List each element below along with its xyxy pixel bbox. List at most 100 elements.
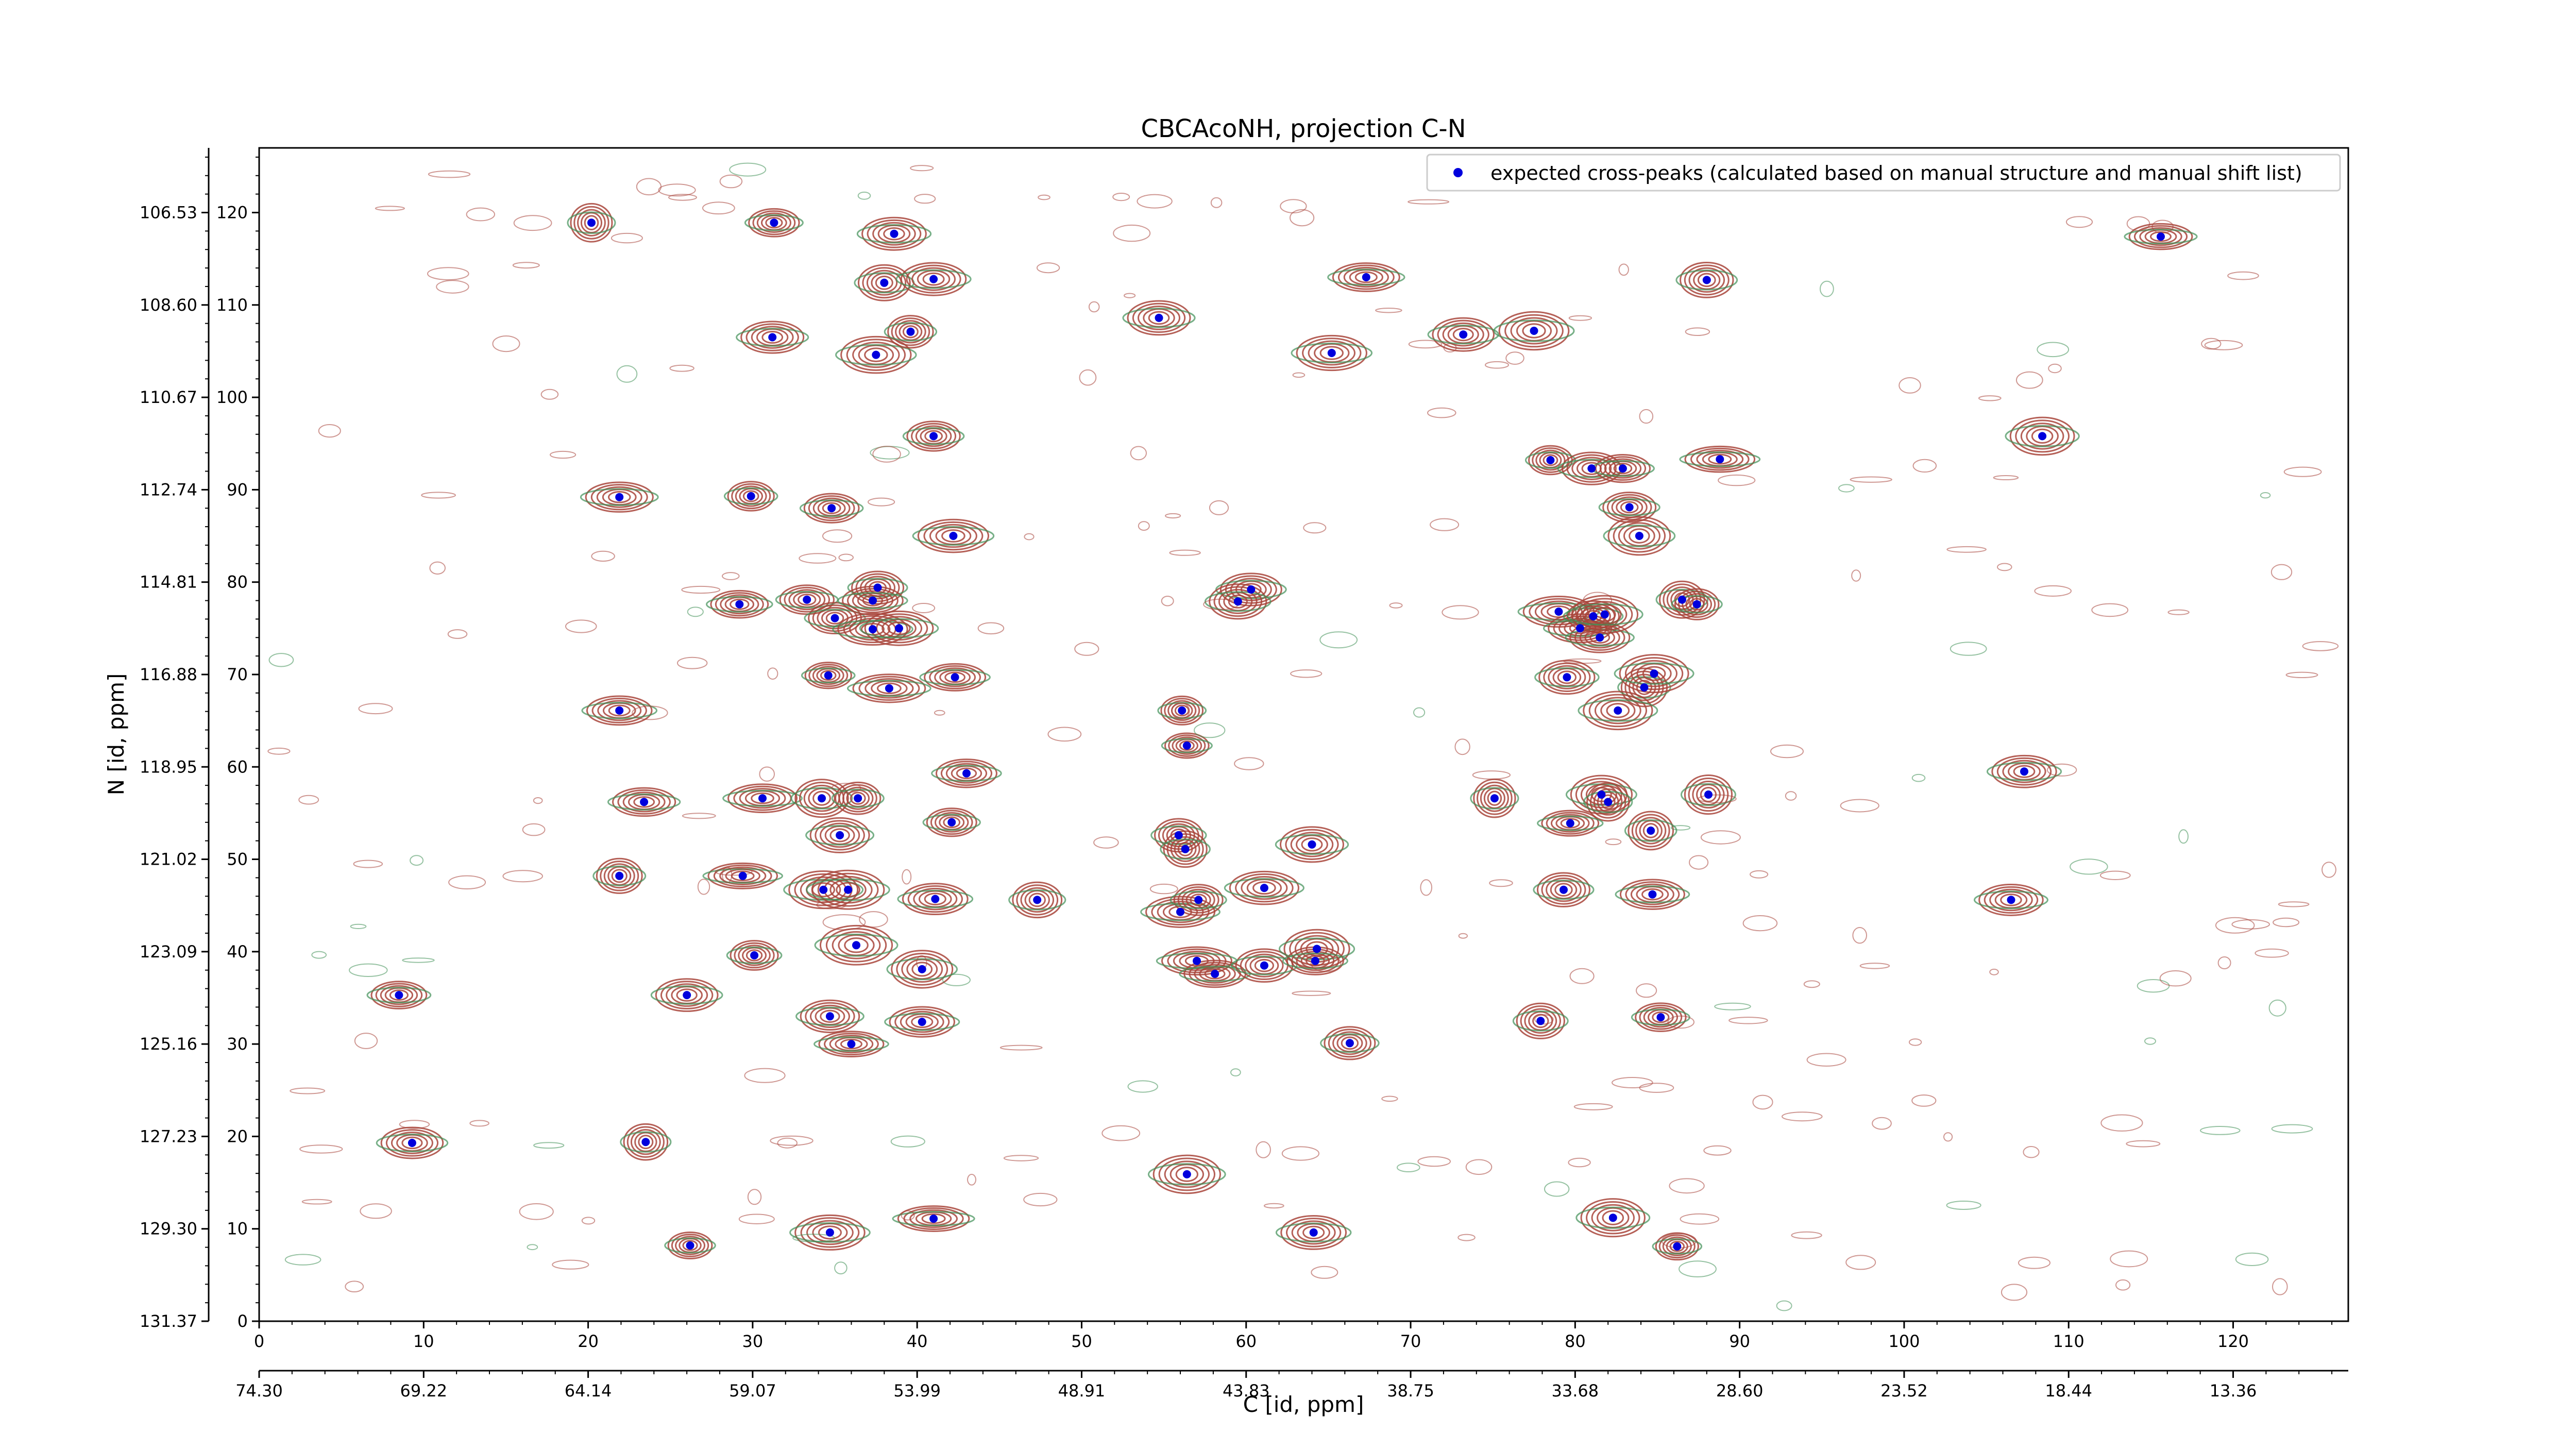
noise-contour (1079, 369, 1097, 386)
noise-contour (636, 178, 662, 196)
contour-ring (1179, 740, 1195, 751)
contour-ring (876, 682, 902, 695)
noise-contour (1689, 855, 1709, 870)
contour-ring (1177, 886, 1219, 914)
contour-ring-negative (706, 596, 773, 613)
contour-ring (1324, 1026, 1376, 1060)
contour-ring (719, 866, 767, 886)
peak-marker (895, 624, 903, 633)
peak-marker (1181, 845, 1190, 853)
peak-marker (1233, 597, 1242, 606)
noise-contour (2126, 216, 2150, 231)
contour-ring (1328, 1029, 1372, 1058)
contour-ring (829, 828, 850, 843)
x-tick-label: 70 (1400, 1332, 1421, 1351)
contour-ring (1163, 830, 1208, 868)
contour-ring (1602, 1210, 1624, 1225)
noise-contour (1234, 757, 1264, 770)
contour-ring (603, 863, 635, 889)
noise-contour (1997, 563, 2012, 571)
peak-marker (1178, 706, 1187, 715)
contour-ring (1613, 463, 1633, 475)
noise-contour (1290, 669, 1323, 678)
contour-ring-negative (1537, 815, 1604, 831)
noise-contour (2272, 1278, 2288, 1295)
peak-marker (683, 991, 691, 1000)
contour-ring (1161, 946, 1232, 976)
noise-contour (429, 561, 446, 575)
contour-ring (909, 1209, 958, 1228)
contour-ring (902, 325, 919, 339)
noise-contour (550, 450, 577, 459)
contour-ring-negative (931, 765, 1002, 782)
y-tick-label: 110 (216, 295, 248, 315)
noise-contour (1420, 879, 1432, 896)
x-tick-label: 0 (254, 1332, 264, 1351)
noise-contour (345, 1280, 364, 1292)
peak-marker (1182, 1170, 1191, 1178)
noise-contour (1685, 327, 1710, 336)
contour-ring (861, 216, 927, 251)
noise-contour (702, 201, 735, 215)
contour-ring (1132, 302, 1186, 333)
peak-marker (929, 1215, 938, 1223)
peak-marker (2157, 232, 2165, 241)
peak-marker (825, 1012, 834, 1021)
noise-contour (668, 194, 697, 201)
peak-marker (873, 583, 882, 592)
x-ppm-tick-label: 48.91 (1058, 1381, 1106, 1401)
contour-ring (1296, 334, 1367, 372)
contour-ring-negative (886, 958, 958, 981)
noise-contour (2200, 1126, 2241, 1135)
peak-marker (768, 333, 777, 342)
peak-marker (929, 432, 938, 441)
contour-ring (1209, 583, 1267, 620)
noise-contour (1161, 596, 1174, 606)
contour-ring (907, 885, 963, 913)
contour-ring (794, 779, 849, 818)
contour-ring (1658, 1234, 1696, 1259)
contour-ring (1012, 881, 1063, 919)
noise-contour (527, 1244, 538, 1251)
contour-ring (911, 962, 933, 977)
noise-contour (533, 1142, 565, 1149)
contour-ring (896, 953, 948, 986)
contour-ring (1252, 881, 1276, 895)
contour-ring (1575, 605, 1611, 628)
contour-ring (1279, 826, 1344, 863)
contour-ring (837, 613, 908, 646)
contour-ring (842, 786, 874, 810)
contour-ring (1543, 454, 1558, 466)
noise-contour (2260, 492, 2271, 499)
noise-contour (868, 497, 895, 507)
noise-contour (2048, 363, 2062, 374)
noise-contour (1024, 533, 1035, 541)
contour-ring (1291, 1220, 1336, 1245)
contour-ring (2020, 423, 2064, 450)
peak-marker (2020, 767, 2028, 776)
noise-contour (1472, 770, 1511, 780)
noise-contour (358, 703, 393, 715)
peak-marker (1530, 327, 1538, 335)
noise-contour (2091, 603, 2129, 617)
peak-marker (758, 794, 767, 803)
contour-ring (1437, 319, 1489, 349)
peak-marker (931, 895, 940, 903)
y-ppm-tick-label: 131.37 (140, 1311, 197, 1331)
contour-ring (597, 700, 642, 721)
contour-ring (608, 704, 631, 717)
contour-ring-negative (726, 946, 783, 965)
contour-ring (806, 1220, 854, 1245)
contour-ring (800, 1217, 860, 1248)
legend-box (1426, 154, 2341, 192)
contour-ring (1228, 594, 1248, 609)
contour-ring (1332, 262, 1400, 292)
contour-ring (1606, 494, 1652, 521)
contour-ring (1477, 781, 1513, 815)
contour-ring (945, 763, 988, 784)
x-tick-label: 100 (1888, 1332, 1920, 1351)
contour-ring-negative (1282, 952, 1348, 969)
contour-ring (1557, 670, 1577, 684)
noise-contour (1074, 642, 1099, 656)
peak-marker (1648, 890, 1657, 899)
